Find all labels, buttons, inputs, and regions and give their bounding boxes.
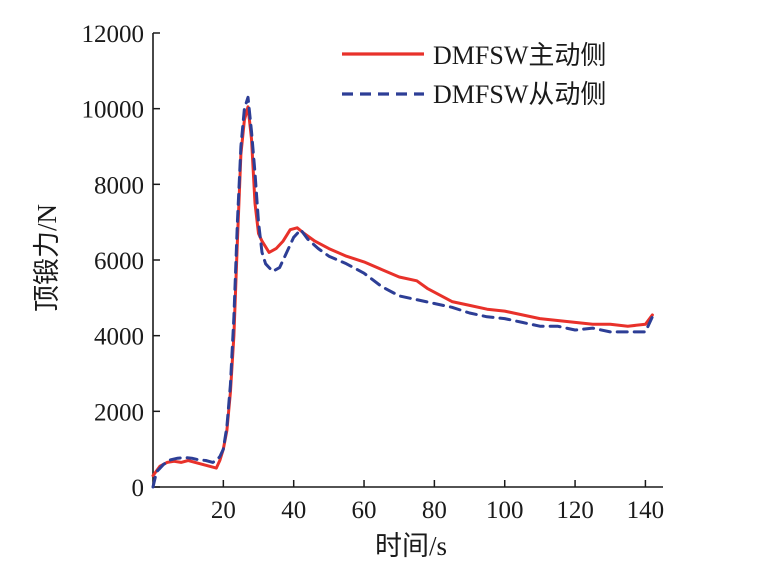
x-tick-label: 40: [281, 497, 306, 524]
x-tick-label: 120: [556, 497, 594, 524]
series-line-main-side: [151, 105, 654, 478]
series-line-driven-side: [151, 95, 654, 489]
series: [151, 95, 654, 489]
y-tick-label: 10000: [82, 97, 145, 124]
y-axis-title: 顶锻力/N: [32, 204, 62, 312]
y-tick-label: 12000: [82, 21, 145, 48]
x-tick-label: 140: [627, 497, 665, 524]
legend-label-main-side: DMFSW主动侧: [433, 41, 606, 70]
x-tick-label: 80: [422, 497, 447, 524]
y-tick-label: 4000: [94, 324, 144, 351]
x-axis-title: 时间/s: [375, 531, 447, 561]
legend: DMFSW主动侧 DMFSW从动侧: [342, 41, 606, 109]
ticks: 0 2000 4000 6000 8000 10000 12000 20 40 60 80 100 12…: [82, 21, 665, 524]
y-tick-label: 8000: [94, 172, 144, 199]
y-tick-label: 6000: [94, 248, 144, 275]
x-tick-label: 20: [211, 497, 236, 524]
y-tick-label: 0: [132, 475, 145, 502]
x-tick-label: 60: [352, 497, 377, 524]
x-tick-label: 100: [486, 497, 524, 524]
legend-label-driven-side: DMFSW从动侧: [433, 80, 606, 109]
y-tick-label: 2000: [94, 399, 144, 426]
